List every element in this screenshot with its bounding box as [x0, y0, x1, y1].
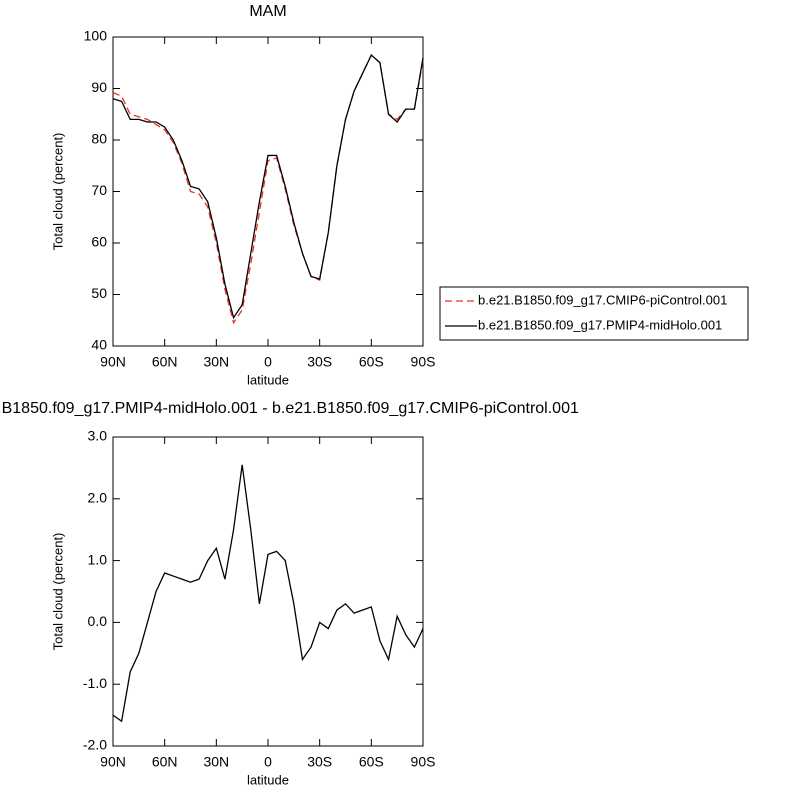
- x-tick-label: 90S: [411, 754, 436, 770]
- x-tick-label: 60N: [152, 354, 178, 370]
- chart-title: b.e21.B1850.f09_g17.PMIP4-midHolo.001 - …: [0, 400, 579, 417]
- y-axis-label: Total cloud (percent): [50, 133, 65, 251]
- x-tick-label: 30S: [307, 754, 332, 770]
- x-tick-label: 60N: [152, 754, 178, 770]
- y-axis-label: Total cloud (percent): [50, 533, 65, 651]
- series-line: [112, 53, 424, 325]
- y-tick-label: 0.0: [88, 613, 108, 629]
- x-tick-label: 90N: [100, 354, 126, 370]
- x-tick-label: 90S: [411, 354, 436, 370]
- x-tick-label: 0: [264, 354, 272, 370]
- legend-box: [439, 286, 749, 341]
- y-tick-label: 60: [91, 234, 107, 250]
- y-tick-label: 90: [91, 79, 107, 95]
- x-tick-label: 30S: [307, 354, 332, 370]
- y-tick-label: 40: [91, 337, 107, 353]
- x-axis-label: latitude: [247, 772, 289, 787]
- y-tick-label: 2.0: [88, 490, 108, 506]
- y-tick-label: -2.0: [83, 737, 107, 753]
- y-tick-label: 100: [84, 28, 108, 44]
- y-tick-label: 50: [91, 285, 107, 301]
- y-tick-label: 70: [91, 182, 107, 198]
- x-tick-label: 0: [264, 754, 272, 770]
- x-tick-label: 60S: [359, 754, 384, 770]
- data-line: [112, 464, 424, 723]
- y-tick-label: 1.0: [88, 551, 108, 567]
- plot-frame: [112, 436, 424, 747]
- x-tick-label: 90N: [100, 754, 126, 770]
- x-tick-label: 30N: [203, 754, 229, 770]
- chart-title: MAM: [249, 3, 286, 20]
- legend-label: b.e21.B1850.f09_g17.CMIP6-piControl.001: [478, 292, 727, 307]
- y-tick-label: -1.0: [83, 675, 107, 691]
- x-tick-label: 60S: [359, 354, 384, 370]
- series-line: [112, 53, 424, 320]
- legend-label: b.e21.B1850.f09_g17.PMIP4-midHolo.001: [478, 317, 722, 332]
- x-axis-label: latitude: [247, 372, 289, 387]
- y-tick-label: 80: [91, 131, 107, 147]
- x-tick-label: 30N: [203, 354, 229, 370]
- y-tick-label: 3.0: [88, 428, 108, 444]
- plot-frame: [112, 36, 424, 347]
